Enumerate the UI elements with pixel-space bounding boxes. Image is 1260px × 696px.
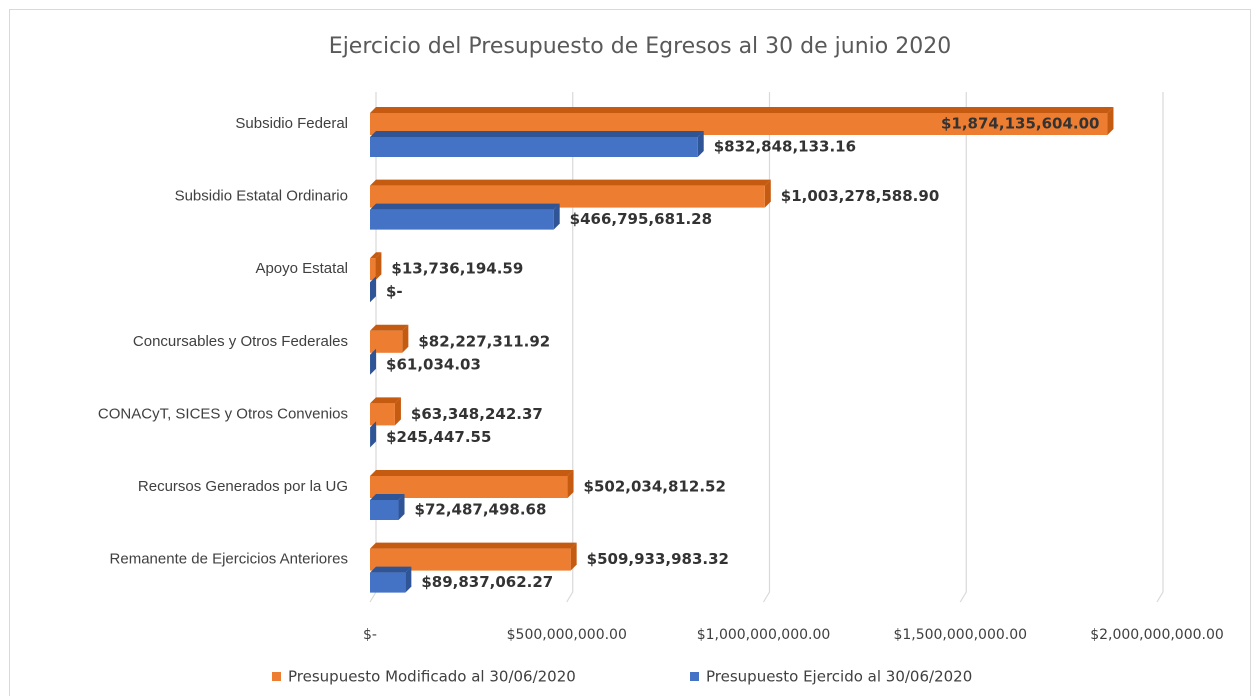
category-label: Remanente de Ejercicios Anteriores — [110, 551, 348, 568]
bar — [370, 403, 395, 426]
bar-side — [394, 397, 401, 426]
bar-top — [370, 348, 377, 355]
bar-side — [370, 276, 376, 303]
x-tick-label: $- — [363, 627, 377, 643]
bar-top — [370, 470, 574, 476]
bar — [370, 137, 698, 157]
bar-top — [370, 566, 412, 573]
bar-side — [398, 494, 405, 520]
category-label: Recursos Generados por la UG — [138, 478, 348, 495]
category-label: Subsidio Estatal Ordinario — [175, 188, 348, 205]
category-label: Apoyo Estatal — [255, 260, 348, 277]
bar-top — [370, 131, 704, 137]
category-label: CONACyT, SICES y Otros Convenios — [98, 405, 348, 422]
bar-top — [370, 421, 377, 428]
x-tick-label: $1,000,000,000.00 — [697, 627, 831, 643]
bar — [370, 185, 765, 208]
bar-top — [370, 324, 409, 331]
x-tick-label: $2,000,000,000.00 — [1090, 627, 1224, 643]
bar — [370, 330, 403, 353]
bar — [370, 476, 568, 498]
bar — [370, 572, 406, 593]
grid-line — [1156, 92, 1164, 603]
bar-side — [375, 252, 382, 281]
bar-side — [570, 542, 577, 571]
bar-top — [370, 542, 577, 549]
grid-line — [566, 92, 574, 603]
value-label: $13,736,194.59 — [391, 260, 523, 278]
value-label: $89,837,062.27 — [421, 573, 553, 591]
value-label: $61,034.03 — [386, 355, 481, 373]
legend-label: Presupuesto Modificado al 30/06/2020 — [288, 668, 576, 686]
bar — [370, 548, 571, 571]
value-label: $- — [386, 283, 403, 301]
x-tick-label: $500,000,000.00 — [507, 627, 627, 643]
bar-top — [370, 203, 560, 210]
value-label: $1,003,278,588.90 — [781, 187, 939, 205]
category-label: Concursables y Otros Federales — [133, 333, 348, 350]
grid-line — [762, 92, 771, 603]
bar-top — [370, 179, 771, 186]
bar-side — [402, 324, 409, 353]
bar-top — [370, 397, 401, 404]
bar — [370, 500, 399, 520]
bar-side — [370, 348, 377, 375]
grid-line — [959, 92, 967, 603]
bar-side — [370, 421, 377, 448]
bar-side — [697, 131, 704, 157]
bar-side — [567, 470, 574, 498]
bar-side — [553, 203, 560, 230]
value-label: $63,348,242.37 — [411, 405, 543, 423]
value-label: $509,933,983.32 — [587, 550, 729, 568]
bar-top — [370, 252, 382, 259]
bar-side — [1107, 107, 1114, 135]
legend-label: Presupuesto Ejercido al 30/06/2020 — [706, 668, 972, 686]
bar-top — [370, 107, 1114, 113]
value-label: $245,447.55 — [386, 428, 491, 446]
bar — [370, 113, 1108, 135]
legend-swatch — [690, 672, 699, 681]
value-label: $72,487,498.68 — [415, 501, 547, 519]
value-label: $502,034,812.52 — [584, 478, 726, 496]
bar-top — [370, 494, 405, 500]
value-label: $82,227,311.92 — [418, 332, 550, 350]
bar-side — [405, 566, 412, 593]
bar — [370, 258, 376, 281]
bar-side — [764, 179, 771, 208]
chart-title: Ejercicio del Presupuesto de Egresos al … — [329, 34, 951, 59]
category-label: Subsidio Federal — [235, 115, 348, 132]
value-label: $832,848,133.16 — [714, 138, 856, 156]
bar — [370, 209, 554, 230]
value-label: $466,795,681.28 — [570, 210, 712, 228]
legend-swatch — [272, 672, 281, 681]
x-tick-label: $1,500,000,000.00 — [893, 627, 1027, 643]
value-label: $1,874,135,604.00 — [941, 115, 1099, 133]
